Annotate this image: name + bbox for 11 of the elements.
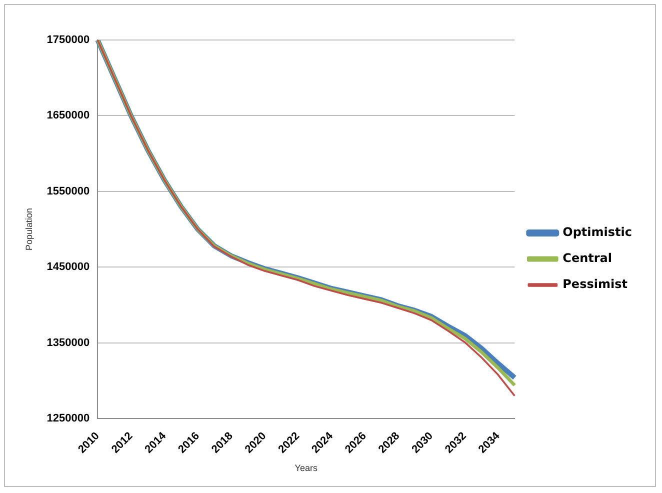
- y-tick-label: 1250000: [46, 412, 90, 425]
- y-tick-label: 1650000: [46, 110, 90, 122]
- legend-label: Optimistic: [562, 225, 632, 240]
- x-axis-title: Years: [294, 463, 318, 474]
- y-tick-label: 1350000: [46, 336, 90, 349]
- y-tick-label: 1450000: [46, 261, 90, 274]
- legend-label: Pessimist: [562, 277, 628, 292]
- y-tick-label: 1550000: [46, 185, 90, 198]
- legend-label: Central: [562, 251, 612, 266]
- y-axis-title: Population: [24, 208, 34, 251]
- y-tick-label: 1750000: [46, 34, 90, 46]
